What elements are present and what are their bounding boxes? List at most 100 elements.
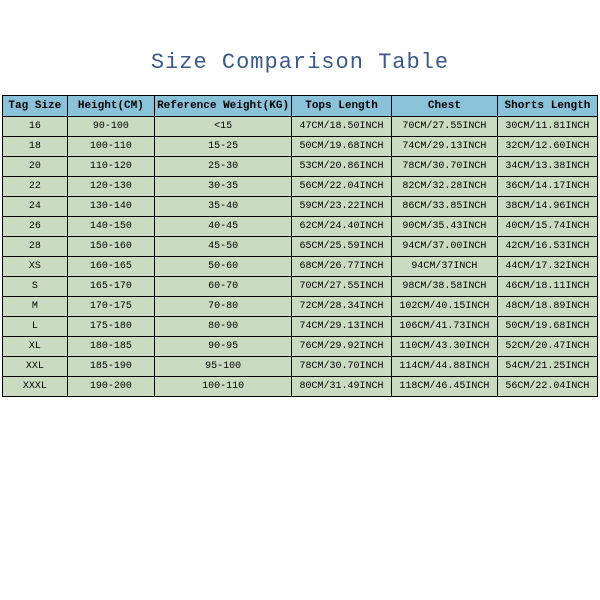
cell-weight: 90-95	[155, 337, 292, 357]
cell-shorts: 52CM/20.47INCH	[497, 337, 597, 357]
table-row: XXL185-19095-10078CM/30.70INCH114CM/44.8…	[3, 357, 598, 377]
table-row: S165-17060-7070CM/27.55INCH98CM/38.58INC…	[3, 277, 598, 297]
cell-shorts: 48CM/18.89INCH	[497, 297, 597, 317]
table-row: 28150-16045-5065CM/25.59INCH94CM/37.00IN…	[3, 237, 598, 257]
cell-height: 165-170	[67, 277, 154, 297]
table-row: M170-17570-8072CM/28.34INCH102CM/40.15IN…	[3, 297, 598, 317]
cell-shorts: 46CM/18.11INCH	[497, 277, 597, 297]
cell-weight: 40-45	[155, 217, 292, 237]
cell-weight: 50-60	[155, 257, 292, 277]
cell-tag: M	[3, 297, 68, 317]
table-body: 1690-100<1547CM/18.50INCH70CM/27.55INCH3…	[3, 117, 598, 397]
col-header-tops: Tops Length	[292, 96, 392, 117]
cell-tag: 28	[3, 237, 68, 257]
cell-weight: 70-80	[155, 297, 292, 317]
cell-chest: 82CM/32.28INCH	[392, 177, 498, 197]
cell-tag: 16	[3, 117, 68, 137]
cell-height: 110-120	[67, 157, 154, 177]
page-title: Size Comparison Table	[2, 50, 598, 75]
cell-tops: 62CM/24.40INCH	[292, 217, 392, 237]
table-row: 18100-11015-2550CM/19.68INCH74CM/29.13IN…	[3, 137, 598, 157]
cell-tops: 56CM/22.04INCH	[292, 177, 392, 197]
cell-tag: 20	[3, 157, 68, 177]
cell-shorts: 50CM/19.68INCH	[497, 317, 597, 337]
cell-height: 120-130	[67, 177, 154, 197]
cell-height: 100-110	[67, 137, 154, 157]
cell-tops: 70CM/27.55INCH	[292, 277, 392, 297]
cell-shorts: 56CM/22.04INCH	[497, 377, 597, 397]
table-header: Tag Size Height(CM) Reference Weight(KG)…	[3, 96, 598, 117]
cell-shorts: 34CM/13.38INCH	[497, 157, 597, 177]
cell-tops: 50CM/19.68INCH	[292, 137, 392, 157]
page-container: Size Comparison Table Tag Size Height(CM…	[0, 0, 600, 600]
cell-chest: 106CM/41.73INCH	[392, 317, 498, 337]
table-row: 1690-100<1547CM/18.50INCH70CM/27.55INCH3…	[3, 117, 598, 137]
cell-chest: 90CM/35.43INCH	[392, 217, 498, 237]
cell-tops: 74CM/29.13INCH	[292, 317, 392, 337]
cell-chest: 98CM/38.58INCH	[392, 277, 498, 297]
cell-tag: 26	[3, 217, 68, 237]
cell-tops: 47CM/18.50INCH	[292, 117, 392, 137]
cell-shorts: 30CM/11.81INCH	[497, 117, 597, 137]
cell-tops: 78CM/30.70INCH	[292, 357, 392, 377]
cell-tag: 22	[3, 177, 68, 197]
cell-weight: 45-50	[155, 237, 292, 257]
cell-shorts: 54CM/21.25INCH	[497, 357, 597, 377]
cell-chest: 78CM/30.70INCH	[392, 157, 498, 177]
cell-tops: 53CM/20.86INCH	[292, 157, 392, 177]
cell-tops: 80CM/31.49INCH	[292, 377, 392, 397]
cell-chest: 94CM/37INCH	[392, 257, 498, 277]
cell-tag: 18	[3, 137, 68, 157]
cell-tag: 24	[3, 197, 68, 217]
cell-weight: 30-35	[155, 177, 292, 197]
cell-shorts: 42CM/16.53INCH	[497, 237, 597, 257]
table-row: 22120-13030-3556CM/22.04INCH82CM/32.28IN…	[3, 177, 598, 197]
cell-shorts: 36CM/14.17INCH	[497, 177, 597, 197]
cell-chest: 74CM/29.13INCH	[392, 137, 498, 157]
cell-chest: 114CM/44.88INCH	[392, 357, 498, 377]
cell-height: 160-165	[67, 257, 154, 277]
col-header-weight: Reference Weight(KG)	[155, 96, 292, 117]
cell-height: 140-150	[67, 217, 154, 237]
cell-tag: XS	[3, 257, 68, 277]
col-header-height: Height(CM)	[67, 96, 154, 117]
col-header-chest: Chest	[392, 96, 498, 117]
cell-height: 170-175	[67, 297, 154, 317]
cell-weight: 80-90	[155, 317, 292, 337]
cell-tops: 65CM/25.59INCH	[292, 237, 392, 257]
cell-tops: 72CM/28.34INCH	[292, 297, 392, 317]
cell-chest: 70CM/27.55INCH	[392, 117, 498, 137]
cell-weight: 25-30	[155, 157, 292, 177]
table-row: XXXL190-200100-11080CM/31.49INCH118CM/46…	[3, 377, 598, 397]
cell-chest: 110CM/43.30INCH	[392, 337, 498, 357]
cell-tag: L	[3, 317, 68, 337]
cell-height: 190-200	[67, 377, 154, 397]
cell-height: 185-190	[67, 357, 154, 377]
table-row: 24130-14035-4059CM/23.22INCH86CM/33.85IN…	[3, 197, 598, 217]
cell-shorts: 32CM/12.60INCH	[497, 137, 597, 157]
cell-shorts: 40CM/15.74INCH	[497, 217, 597, 237]
cell-height: 180-185	[67, 337, 154, 357]
cell-weight: <15	[155, 117, 292, 137]
table-row: 26140-15040-4562CM/24.40INCH90CM/35.43IN…	[3, 217, 598, 237]
cell-weight: 95-100	[155, 357, 292, 377]
cell-weight: 35-40	[155, 197, 292, 217]
cell-weight: 15-25	[155, 137, 292, 157]
cell-tag: S	[3, 277, 68, 297]
cell-weight: 60-70	[155, 277, 292, 297]
cell-chest: 102CM/40.15INCH	[392, 297, 498, 317]
size-table: Tag Size Height(CM) Reference Weight(KG)…	[2, 95, 598, 397]
table-row: XS160-16550-6068CM/26.77INCH94CM/37INCH4…	[3, 257, 598, 277]
col-header-tag: Tag Size	[3, 96, 68, 117]
cell-tag: XXL	[3, 357, 68, 377]
cell-chest: 118CM/46.45INCH	[392, 377, 498, 397]
table-row: 20110-12025-3053CM/20.86INCH78CM/30.70IN…	[3, 157, 598, 177]
cell-chest: 94CM/37.00INCH	[392, 237, 498, 257]
cell-chest: 86CM/33.85INCH	[392, 197, 498, 217]
table-row: XL180-18590-9576CM/29.92INCH110CM/43.30I…	[3, 337, 598, 357]
cell-height: 130-140	[67, 197, 154, 217]
cell-shorts: 38CM/14.96INCH	[497, 197, 597, 217]
cell-height: 150-160	[67, 237, 154, 257]
col-header-shorts: Shorts Length	[497, 96, 597, 117]
cell-tag: XXXL	[3, 377, 68, 397]
